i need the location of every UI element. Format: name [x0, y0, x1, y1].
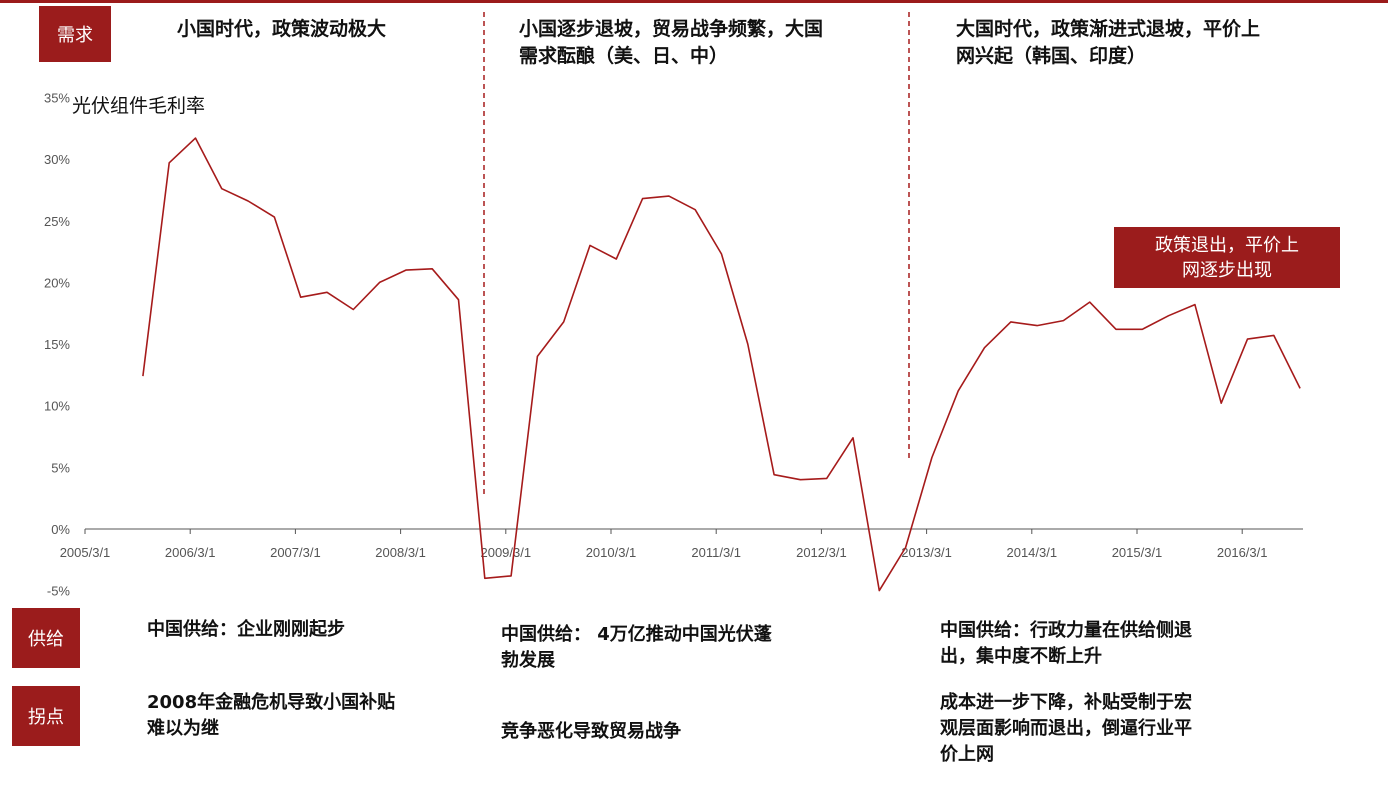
- y-tick-label: 15%: [44, 337, 70, 352]
- supply-tag: 供给: [12, 608, 80, 668]
- turning-point-tag: 拐点: [12, 686, 80, 746]
- x-tick-label: 2006/3/1: [165, 545, 216, 560]
- turning-note-1: 2008年金融危机导致小国补贴 难以为继: [147, 692, 396, 739]
- y-tick-label: 25%: [44, 214, 70, 229]
- y-tick-label: 20%: [44, 275, 70, 290]
- x-tick-label: 2016/3/1: [1217, 545, 1268, 560]
- y-tick-label: 0%: [51, 522, 70, 537]
- x-tick-label: 2012/3/1: [796, 545, 847, 560]
- x-tick-label: 2005/3/1: [60, 545, 111, 560]
- demand-tag: 需求: [39, 6, 111, 62]
- x-tick-label: 2008/3/1: [375, 545, 426, 560]
- phase-3-title: 大国时代，政策渐进式退坡，平价上 网兴起（韩国、印度）: [956, 18, 1261, 67]
- policy-exit-callout: 政策退出，平价上 网逐步出现: [1114, 227, 1340, 288]
- x-tick-label: 2010/3/1: [586, 545, 637, 560]
- x-tick-label: 2011/3/1: [691, 545, 741, 560]
- phase-1-title: 小国时代，政策波动极大: [177, 18, 387, 40]
- y-tick-label: 5%: [51, 460, 70, 475]
- top-border: [0, 0, 1388, 3]
- x-tick-label: 2007/3/1: [270, 545, 321, 560]
- y-tick-label: 10%: [44, 399, 70, 414]
- gross-margin-line: [142, 137, 1301, 592]
- y-tick-label: 30%: [44, 152, 70, 167]
- y-tick-label: -5%: [47, 584, 71, 599]
- x-tick-label: 2015/3/1: [1112, 545, 1163, 560]
- turning-note-3: 成本进一步下降，补贴受制于宏 观层面影响而退出，倒逼行业平 价上网: [940, 692, 1192, 765]
- supply-note-2: 中国供给： 4万亿推动中国光伏蓬 勃发展: [501, 624, 772, 671]
- turning-note-2: 竞争恶化导致贸易战争: [501, 721, 681, 742]
- x-tick-label: 2013/3/1: [901, 545, 952, 560]
- x-tick-label: 2014/3/1: [1006, 545, 1057, 560]
- supply-note-3: 中国供给：行政力量在供给侧退 出，集中度不断上升: [940, 620, 1192, 667]
- phase-2-title: 小国逐步退坡，贸易战争频繁，大国 需求酝酿（美、日、中）: [519, 18, 824, 67]
- x-tick-label: 2009/3/1: [480, 545, 531, 560]
- y-tick-label: 35%: [44, 90, 70, 105]
- y-axis-label: 光伏组件毛利率: [72, 95, 206, 117]
- supply-note-1: 中国供给：企业刚刚起步: [147, 619, 345, 640]
